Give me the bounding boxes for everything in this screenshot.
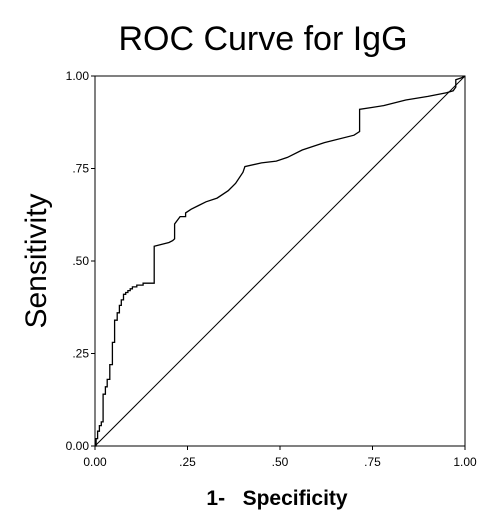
x-axis-label: 1- Specificity <box>206 487 348 510</box>
x-tick-label: 1.00 <box>453 455 477 469</box>
chart-title: ROC Curve for IgG <box>118 20 407 58</box>
y-tick-label: .50 <box>72 254 89 268</box>
x-tick-label: 0.00 <box>83 455 107 469</box>
reference-diagonal <box>94 75 466 447</box>
y-tick-label: .75 <box>72 162 89 176</box>
y-tick-label: 0.00 <box>66 439 90 453</box>
x-tick-label: .75 <box>364 455 381 469</box>
y-axis-label: Sensitivity <box>20 193 53 328</box>
y-tick-label: 1.00 <box>66 69 90 83</box>
x-tick-label: .50 <box>272 455 289 469</box>
roc-curve <box>95 75 466 447</box>
x-tick-label: .25 <box>179 455 196 469</box>
y-tick-label: .25 <box>72 347 89 361</box>
axis-ticks: 0.00 .25 .50 .75 1.00 0.00 .25 .50 .75 1.00 <box>66 69 477 469</box>
